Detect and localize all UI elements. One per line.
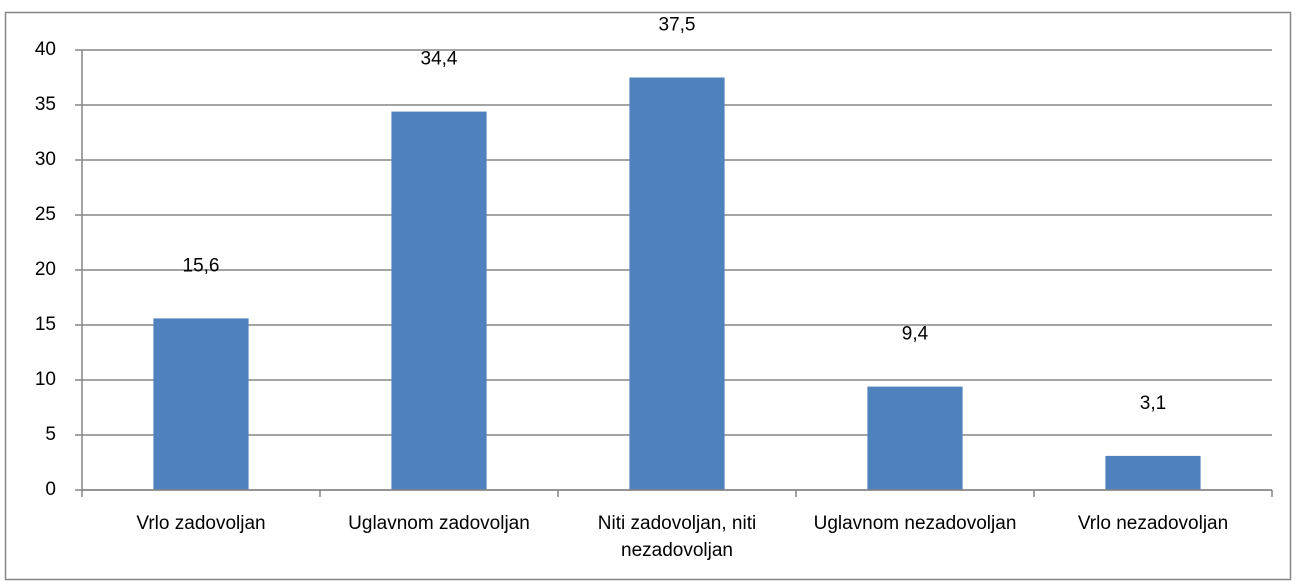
x-tick-label: Vrlo nezadovoljan <box>1077 513 1229 534</box>
value-label: 34,4 <box>421 49 458 70</box>
value-label: 3,1 <box>1140 393 1166 414</box>
y-tick-label: 30 <box>35 149 56 170</box>
x-tick-label: Uglavnom zadovoljan <box>348 513 530 534</box>
y-tick-label: 5 <box>45 424 56 445</box>
x-tick-label: Vrlo zadovoljan <box>136 513 266 534</box>
bar <box>867 386 963 490</box>
value-label: 37,5 <box>659 15 696 36</box>
y-tick-label: 15 <box>35 314 56 335</box>
value-label: 15,6 <box>183 255 220 276</box>
y-tick-label: 25 <box>35 204 56 225</box>
x-tick-label: Niti zadovoljan, niti nezadovoljan <box>597 513 757 561</box>
x-tick-label: Uglavnom nezadovoljan <box>813 513 1017 534</box>
y-tick-label: 20 <box>35 259 56 280</box>
value-label: 9,4 <box>902 324 929 345</box>
y-tick-label: 35 <box>35 94 56 115</box>
bar <box>1105 455 1201 490</box>
y-tick-label: 40 <box>35 39 56 60</box>
y-tick-label: 10 <box>35 369 56 390</box>
y-tick-label: 0 <box>45 479 56 500</box>
bar <box>629 77 725 490</box>
bar <box>391 111 487 490</box>
bar <box>153 318 249 490</box>
